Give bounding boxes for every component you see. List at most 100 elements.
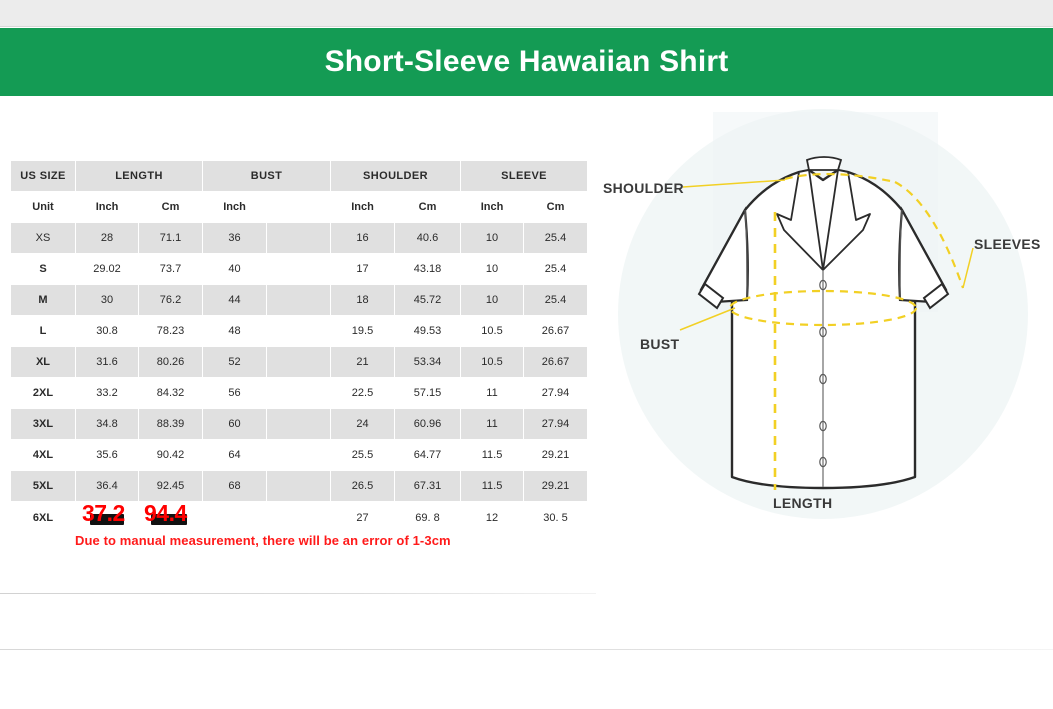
shoulder-guide-line (784, 172, 896, 184)
cell-bust-inch: 36 (202, 222, 267, 254)
cell-size: S (10, 253, 76, 285)
page-title: Short-Sleeve Hawaiian Shirt (324, 45, 729, 78)
cell-bust-cm (265, 222, 332, 254)
cell-bust-inch: 64 (202, 439, 267, 471)
annotation-length-inch: 37.2 (82, 500, 125, 526)
cell-size: M (10, 284, 76, 316)
cell-bust-inch: 48 (202, 315, 267, 347)
shirt-button (819, 456, 827, 468)
cell-sleeve-inch: 11 (460, 377, 525, 409)
cell-shoulder-cm: 57.15 (394, 377, 462, 409)
table-body: XS 28 71.1 36 16 40.6 10 25.4 S 29.02 73… (10, 222, 589, 535)
shirt-illustration-svg (618, 109, 1028, 519)
cell-sleeve-cm: 26.67 (523, 315, 589, 347)
cell-length-cm: 78.23 (138, 315, 203, 347)
cell-length-cm: 92.45 (138, 470, 203, 502)
cell-bust-cm (265, 253, 332, 285)
group-header-us-size: US SIZE (10, 160, 76, 192)
shirt-button (819, 326, 827, 338)
bust-leader-line (679, 307, 736, 331)
shirt-left-cuff (697, 282, 725, 310)
cell-shoulder-inch: 16 (330, 222, 396, 254)
cell-shoulder-cm: 40.6 (394, 222, 462, 254)
cell-sleeve-cm: 27.94 (523, 408, 589, 440)
cell-bust-cm (265, 408, 332, 440)
unit-header-length-cm: Cm (138, 191, 203, 223)
cell-size: 2XL (10, 377, 76, 409)
cell-shoulder-inch: 26.5 (330, 470, 396, 502)
table-row: 5XL 36.4 92.45 68 26.5 67.31 11.5 29.21 (10, 470, 589, 502)
table-row: M 30 76.2 44 18 45.72 10 25.4 (10, 284, 589, 316)
cell-sleeve-cm: 29.21 (523, 470, 589, 502)
cell-length-cm: 73.7 (138, 253, 203, 285)
section-divider-2 (0, 649, 1053, 650)
cell-bust-cm (265, 284, 332, 316)
cell-shoulder-cm: 45.72 (394, 284, 462, 316)
size-chart-container: US SIZE LENGTH BUST SHOULDER SLEEVE Unit… (10, 160, 589, 535)
cell-length-cm: 71.1 (138, 222, 203, 254)
unit-header-bust-cm (265, 191, 332, 223)
table-row: XS 28 71.1 36 16 40.6 10 25.4 (10, 222, 589, 254)
cell-length-cm: 80.26 (138, 346, 203, 378)
cell-size: 5XL (10, 470, 76, 502)
cell-bust-cm (265, 315, 332, 347)
shirt-right-cuff (922, 282, 950, 310)
cell-sleeve-cm: 25.4 (523, 222, 589, 254)
table-row: 2XL 33.2 84.32 56 22.5 57.15 11 27.94 (10, 377, 589, 409)
cell-sleeve-inch: 10.5 (460, 346, 525, 378)
cell-shoulder-inch: 18 (330, 284, 396, 316)
diagram-label-sleeves: SLEEVES (974, 236, 1041, 252)
shoulder-leader-line (682, 179, 786, 188)
unit-header-length-inch: Inch (75, 191, 139, 223)
cell-shoulder-inch: 22.5 (330, 377, 396, 409)
cell-bust-cm (265, 439, 332, 471)
group-header-length: LENGTH (75, 160, 203, 192)
group-header-sleeve: SLEEVE (460, 160, 589, 192)
cell-bust-inch: 40 (202, 253, 267, 285)
shirt-button (819, 279, 827, 291)
unit-header-row: Unit Inch Cm Inch Inch Cm Inch Cm (10, 191, 589, 223)
cell-shoulder-cm: 69. 8 (394, 501, 462, 535)
unit-header-sleeve-inch: Inch (460, 191, 525, 223)
annotation-length-cm: 94.4 (144, 500, 187, 526)
cell-bust-cm (265, 346, 332, 378)
diagram-label-length: LENGTH (773, 495, 833, 511)
cell-length-inch-annotated: 37.2 (75, 500, 139, 535)
cell-bust-inch (202, 501, 267, 535)
group-header-row: US SIZE LENGTH BUST SHOULDER SLEEVE (10, 160, 589, 192)
unit-header-shoulder-inch: Inch (330, 191, 396, 223)
table-head: US SIZE LENGTH BUST SHOULDER SLEEVE Unit… (10, 160, 589, 223)
cell-size: L (10, 315, 76, 347)
cell-sleeve-inch: 10 (460, 253, 525, 285)
cell-bust-inch: 52 (202, 346, 267, 378)
cell-sleeve-inch: 12 (460, 501, 525, 535)
cell-shoulder-inch: 25.5 (330, 439, 396, 471)
table-row: 6XL 37.2 94.4 27 69. 8 12 (10, 500, 589, 535)
cell-shoulder-inch: 21 (330, 346, 396, 378)
table-row: S 29.02 73.7 40 17 43.18 10 25.4 (10, 253, 589, 285)
cell-size: XL (10, 346, 76, 378)
unit-header-bust-inch: Inch (202, 191, 267, 223)
cell-length-cm: 88.39 (138, 408, 203, 440)
cell-shoulder-inch: 27 (330, 501, 396, 535)
cell-bust-inch: 68 (202, 470, 267, 502)
cell-shoulder-cm: 49.53 (394, 315, 462, 347)
cell-bust-cm (265, 501, 332, 535)
cell-sleeve-inch: 11.5 (460, 439, 525, 471)
cell-length-inch: 28 (75, 222, 139, 254)
cell-sleeve-inch: 10 (460, 284, 525, 316)
cell-bust-inch: 44 (202, 284, 267, 316)
cell-size: XS (10, 222, 76, 254)
cell-sleeve-cm: 30. 5 (523, 501, 589, 535)
cell-length-inch: 36.4 (75, 470, 139, 502)
redaction-bar-length-inch (90, 514, 124, 525)
diagram-label-shoulder: SHOULDER (603, 180, 684, 196)
cell-shoulder-cm: 43.18 (394, 253, 462, 285)
cell-shoulder-cm: 60.96 (394, 408, 462, 440)
cell-bust-cm (265, 470, 332, 502)
cell-length-inch: 29.02 (75, 253, 139, 285)
cell-bust-cm (265, 377, 332, 409)
cell-shoulder-cm: 67.31 (394, 470, 462, 502)
diagram-label-bust: BUST (640, 336, 680, 352)
